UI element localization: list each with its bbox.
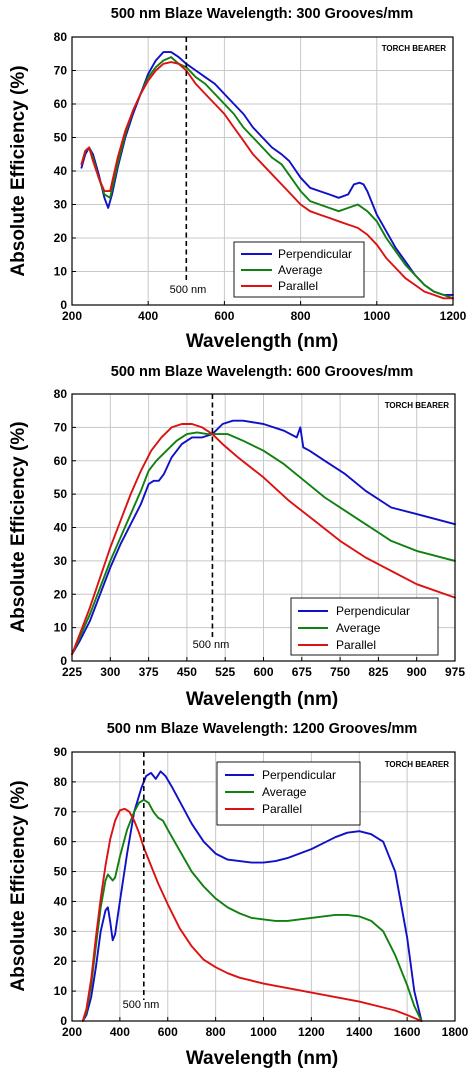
x-tick-label: 800 [291, 309, 311, 323]
x-tick-label: 975 [445, 665, 465, 679]
legend-label-parallel: Parallel [336, 638, 376, 652]
y-tick-label: 0 [60, 1014, 67, 1028]
brand-watermark: TORCH BEARER [385, 401, 450, 410]
chart-title: 500 nm Blaze Wavelength: 600 Grooves/mm [111, 364, 413, 380]
x-tick-label: 400 [110, 1025, 130, 1039]
marker-label: 500 nm [193, 639, 230, 651]
marker-label: 500 nm [123, 999, 160, 1011]
legend-label-parallel: Parallel [278, 279, 318, 293]
series-line-average [80, 56, 454, 300]
y-tick-label: 30 [54, 554, 68, 568]
legend-label-average: Average [262, 785, 307, 799]
series-line-parallel [80, 61, 454, 300]
y-tick-label: 80 [54, 775, 68, 789]
x-tick-label: 1000 [250, 1025, 277, 1039]
chart-panel-600-grooves: 225 300 375 450 525 600 675 750 825 900 975 0 10 20 30… [8, 364, 465, 710]
x-tick-label: 200 [62, 309, 82, 323]
brand-watermark: TORCH BEARER [382, 44, 447, 53]
x-tick-label: 1400 [346, 1025, 373, 1039]
y-tick-label: 80 [54, 30, 68, 44]
x-axis-label: Wavelength (nm) [186, 331, 338, 352]
x-tick-label: 675 [292, 665, 312, 679]
y-tick-label: 10 [54, 621, 68, 635]
legend: Perpendicular Average Parallel [216, 761, 361, 826]
x-tick-label: 1200 [440, 309, 467, 323]
x-tick-label: 1200 [298, 1025, 325, 1039]
y-tick-label: 50 [54, 131, 68, 145]
y-tick-label: 0 [60, 654, 67, 668]
series-line-perpendicular [81, 770, 423, 1022]
y-tick-label: 30 [54, 198, 68, 212]
y-axis-label: Absolute Efficiency (%) [8, 65, 29, 276]
y-tick-label: 20 [54, 954, 68, 968]
y-tick-label: 90 [54, 745, 68, 759]
y-tick-label: 20 [54, 587, 68, 601]
y-axis-label: Absolute Efficiency (%) [8, 780, 29, 991]
y-tick-label: 60 [54, 835, 68, 849]
legend-label-perpendicular: Perpendicular [336, 604, 410, 618]
x-tick-label: 1000 [363, 309, 390, 323]
y-tick-label: 40 [54, 521, 68, 535]
y-tick-label: 40 [54, 894, 68, 908]
y-tick-label: 80 [54, 387, 68, 401]
chart-title: 500 nm Blaze Wavelength: 1200 Grooves/mm [107, 721, 418, 737]
y-tick-label: 40 [54, 164, 68, 178]
y-tick-label: 10 [54, 265, 68, 279]
legend-label-perpendicular: Perpendicular [262, 768, 336, 782]
y-tick-label: 60 [54, 97, 68, 111]
x-tick-label: 450 [177, 665, 197, 679]
x-tick-label: 800 [206, 1025, 226, 1039]
x-tick-label: 400 [138, 309, 158, 323]
chart-title: 500 nm Blaze Wavelength: 300 Grooves/mm [111, 6, 413, 22]
legend-label-average: Average [336, 621, 381, 635]
x-tick-label: 525 [215, 665, 235, 679]
x-axis-label: Wavelength (nm) [186, 1048, 338, 1069]
legend-box [216, 761, 361, 826]
y-tick-label: 0 [60, 298, 67, 312]
x-tick-label: 600 [214, 309, 234, 323]
x-tick-label: 1800 [442, 1025, 469, 1039]
series-line-parallel [71, 423, 456, 656]
x-tick-label: 750 [330, 665, 350, 679]
chart-panel-1200-grooves: 200 400 600 800 1000 1200 1400 1600 1800 0 10 20 30 4… [8, 721, 469, 1069]
y-tick-label: 30 [54, 924, 68, 938]
series-line-parallel [81, 807, 423, 1022]
series-line-perpendicular [71, 419, 456, 656]
marker-label: 500 nm [170, 284, 207, 296]
y-tick-label: 50 [54, 865, 68, 879]
x-tick-label: 900 [407, 665, 427, 679]
y-tick-label: 20 [54, 231, 68, 245]
y-tick-label: 70 [54, 64, 68, 78]
brand-watermark: TORCH BEARER [385, 760, 450, 769]
y-tick-label: 70 [54, 805, 68, 819]
legend: Perpendicular Average Parallel [290, 597, 439, 656]
y-tick-label: 70 [54, 420, 68, 434]
x-tick-label: 1600 [394, 1025, 421, 1039]
x-axis-label: Wavelength (nm) [186, 689, 338, 710]
x-tick-label: 825 [368, 665, 388, 679]
legend-label-average: Average [278, 263, 323, 277]
legend-label-perpendicular: Perpendicular [278, 247, 352, 261]
x-tick-label: 225 [62, 665, 82, 679]
series-line-average [81, 798, 423, 1022]
y-tick-label: 10 [54, 984, 68, 998]
x-tick-label: 375 [139, 665, 159, 679]
x-tick-label: 600 [158, 1025, 178, 1039]
legend-label-parallel: Parallel [262, 802, 302, 816]
y-axis-label: Absolute Efficiency (%) [8, 421, 29, 632]
y-tick-label: 60 [54, 454, 68, 468]
x-tick-label: 600 [253, 665, 273, 679]
legend: Perpendicular Average Parallel [233, 241, 365, 298]
series-line-average [71, 431, 456, 656]
chart-panel-300-grooves: 200 400 600 800 1000 1200 0 10 20 30 40 50 60 70 80 50… [8, 6, 467, 352]
x-tick-label: 300 [100, 665, 120, 679]
x-tick-label: 200 [62, 1025, 82, 1039]
y-tick-label: 50 [54, 487, 68, 501]
